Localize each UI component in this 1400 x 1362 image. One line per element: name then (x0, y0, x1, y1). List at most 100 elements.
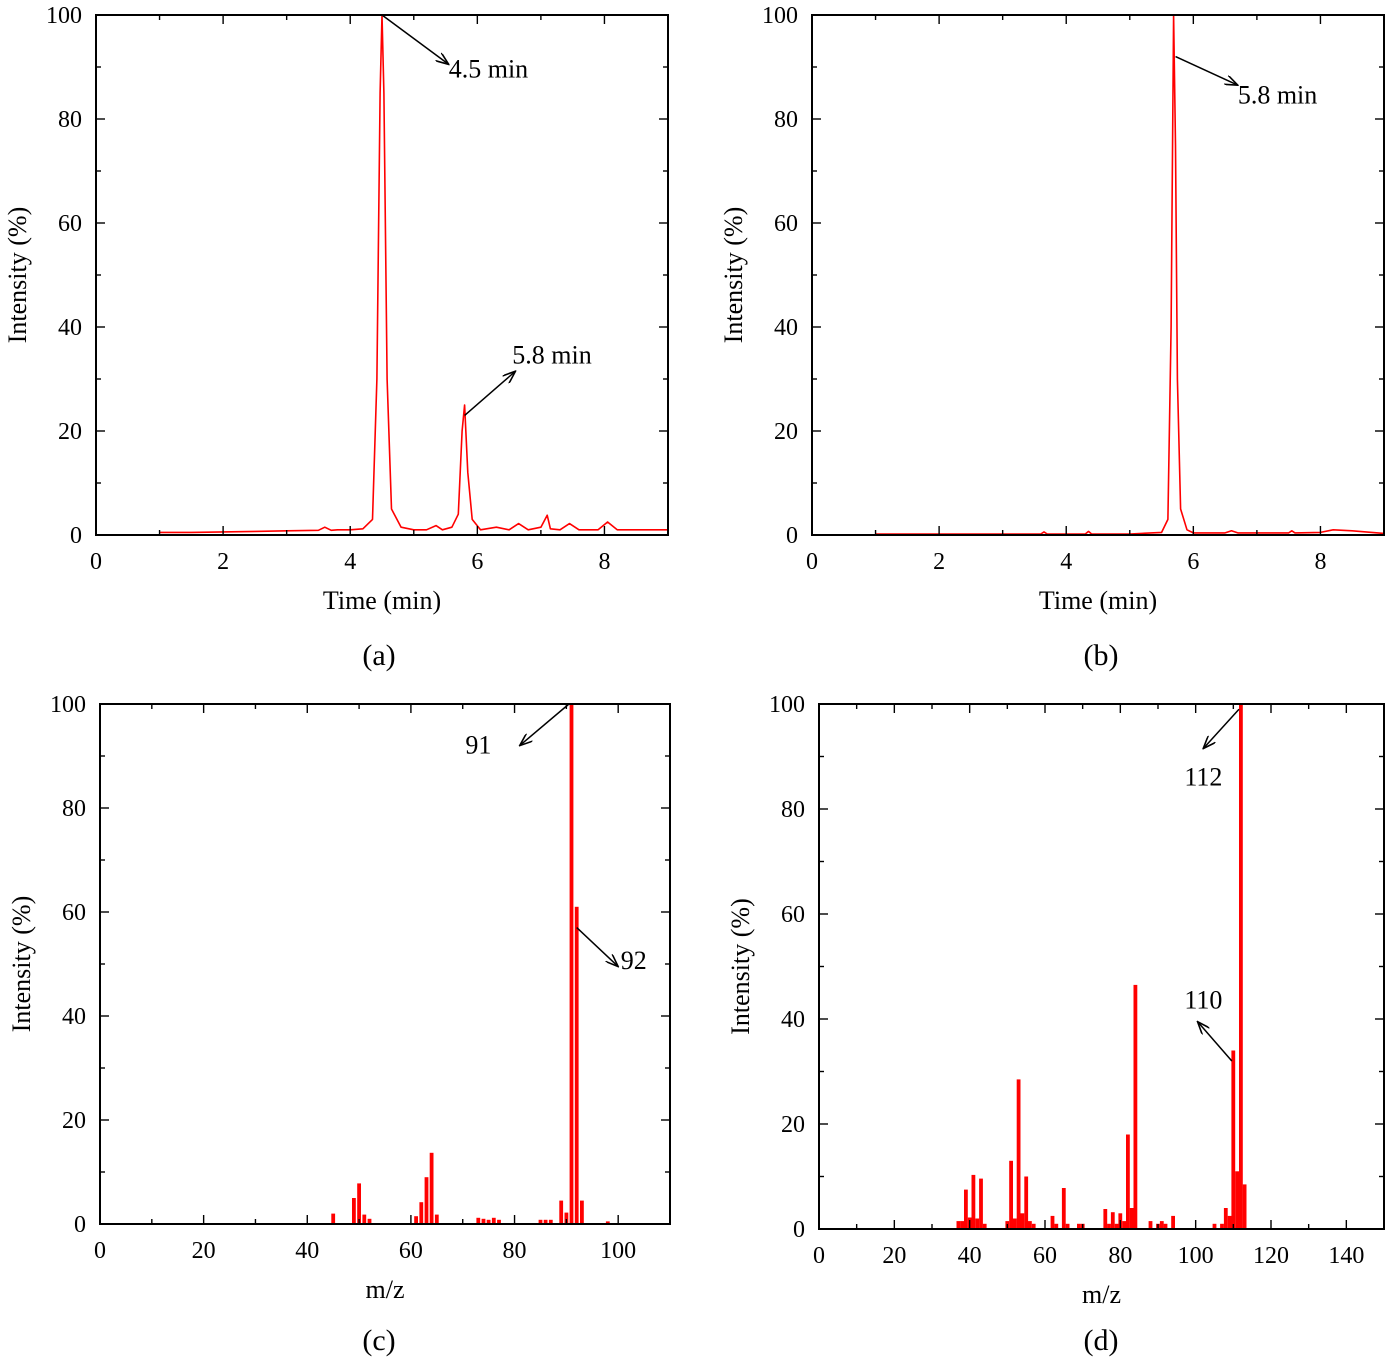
y-tick-label: 80 (781, 797, 805, 823)
y-tick-label: 60 (781, 902, 805, 928)
panel-label: (d) (1084, 1324, 1119, 1357)
x-tick-label: 20 (882, 1243, 906, 1269)
bar (1227, 1215, 1232, 1229)
bar (605, 1221, 610, 1224)
y-tick-label: 100 (46, 3, 82, 29)
bar (1028, 1221, 1032, 1229)
bar (1016, 1079, 1021, 1229)
x-tick-label: 40 (958, 1243, 982, 1269)
chart-panel-c: (c) 0 20 40 60 80 100 0 20 40 60 80 100 m/z Intensity… (7, 692, 671, 1357)
y-tick-label: 60 (58, 211, 82, 237)
annotation-arrow (464, 371, 516, 416)
y-tick-label: 60 (62, 900, 86, 926)
y-tick-label: 40 (58, 315, 82, 341)
x-axis-title: Time (min) (323, 586, 441, 615)
bar (434, 1214, 439, 1224)
annotation-label: 5.8 min (1238, 80, 1317, 109)
bar (486, 1219, 491, 1224)
bar (543, 1219, 548, 1224)
annotation-arrow (1175, 55, 1238, 86)
x-tick-label: 4 (344, 549, 356, 575)
y-tick-label: 20 (58, 419, 82, 445)
x-tick-label: 8 (1314, 549, 1326, 575)
bar (1110, 1212, 1115, 1229)
bar (975, 1218, 980, 1229)
x-tick-label: 2 (217, 549, 229, 575)
bar (1122, 1221, 1126, 1229)
bar (419, 1202, 424, 1224)
x-tick-label: 2 (933, 549, 945, 575)
y-tick-label: 0 (793, 1217, 805, 1243)
annotation-label: 4.5 min (449, 54, 528, 83)
x-tick-label: 0 (90, 549, 102, 575)
y-axis-title: Intensity (%) (726, 898, 755, 1034)
bar (1159, 1221, 1164, 1229)
y-axis-title: Intensity (%) (719, 207, 748, 343)
bar (367, 1218, 372, 1224)
x-tick-label: 8 (598, 549, 610, 575)
y-tick-label: 100 (762, 3, 798, 29)
bar (1020, 1213, 1025, 1230)
y-axis-title: Intensity (%) (3, 207, 32, 343)
x-tick-label: 120 (1253, 1243, 1289, 1269)
bar (559, 1200, 564, 1224)
bar (491, 1217, 496, 1224)
panel-label: (b) (1084, 639, 1119, 672)
bar (960, 1221, 964, 1229)
bar (564, 1212, 569, 1224)
bar (1013, 1218, 1017, 1229)
x-axis-title: m/z (1082, 1280, 1121, 1309)
annotation-label: 110 (1184, 986, 1222, 1015)
x-tick-label: 80 (1108, 1243, 1132, 1269)
x-tick-label: 80 (503, 1238, 527, 1264)
x-tick-label: 140 (1328, 1243, 1364, 1269)
bar (1235, 1171, 1239, 1230)
y-tick-label: 0 (786, 523, 798, 549)
x-tick-label: 60 (399, 1238, 423, 1264)
bar (1050, 1215, 1055, 1229)
bar (971, 1174, 976, 1229)
y-tick-label: 80 (62, 796, 86, 822)
annotation-label: 91 (465, 730, 491, 759)
bar (1239, 704, 1243, 1229)
plot-frame (818, 703, 1385, 1230)
annotation-label: 112 (1184, 762, 1222, 791)
bar (982, 1223, 987, 1230)
y-tick-label: 40 (62, 1004, 86, 1030)
bar (1077, 1223, 1081, 1230)
x-tick-label: 60 (1033, 1243, 1057, 1269)
x-axis-title: Time (min) (1039, 586, 1157, 615)
bar (580, 1200, 584, 1224)
bar (481, 1218, 486, 1224)
bar (1126, 1134, 1130, 1229)
panel-label: (c) (362, 1324, 395, 1357)
x-tick-label: 6 (471, 549, 483, 575)
bar (1171, 1215, 1175, 1229)
y-tick-label: 40 (774, 315, 798, 341)
y-tick-label: 60 (774, 211, 798, 237)
bar (1054, 1223, 1059, 1230)
y-tick-label: 0 (70, 523, 82, 549)
bar (497, 1219, 501, 1224)
x-tick-label: 40 (295, 1238, 319, 1264)
annotation-arrow (1203, 708, 1240, 748)
bar (538, 1219, 543, 1224)
bar (1114, 1223, 1119, 1230)
annotation-label: 92 (621, 946, 647, 975)
bar (1242, 1184, 1247, 1229)
y-tick-label: 80 (58, 107, 82, 133)
bar (1133, 984, 1138, 1229)
panel-label: (a) (362, 639, 395, 672)
bar (979, 1178, 983, 1229)
x-tick-label: 100 (600, 1238, 636, 1264)
y-tick-label: 100 (50, 692, 86, 718)
bar (1103, 1209, 1108, 1229)
x-tick-label: 20 (192, 1238, 216, 1264)
bar (414, 1216, 418, 1224)
y-tick-label: 80 (774, 107, 798, 133)
x-tick-label: 0 (806, 549, 818, 575)
bar (1024, 1176, 1029, 1229)
bar (569, 704, 574, 1224)
